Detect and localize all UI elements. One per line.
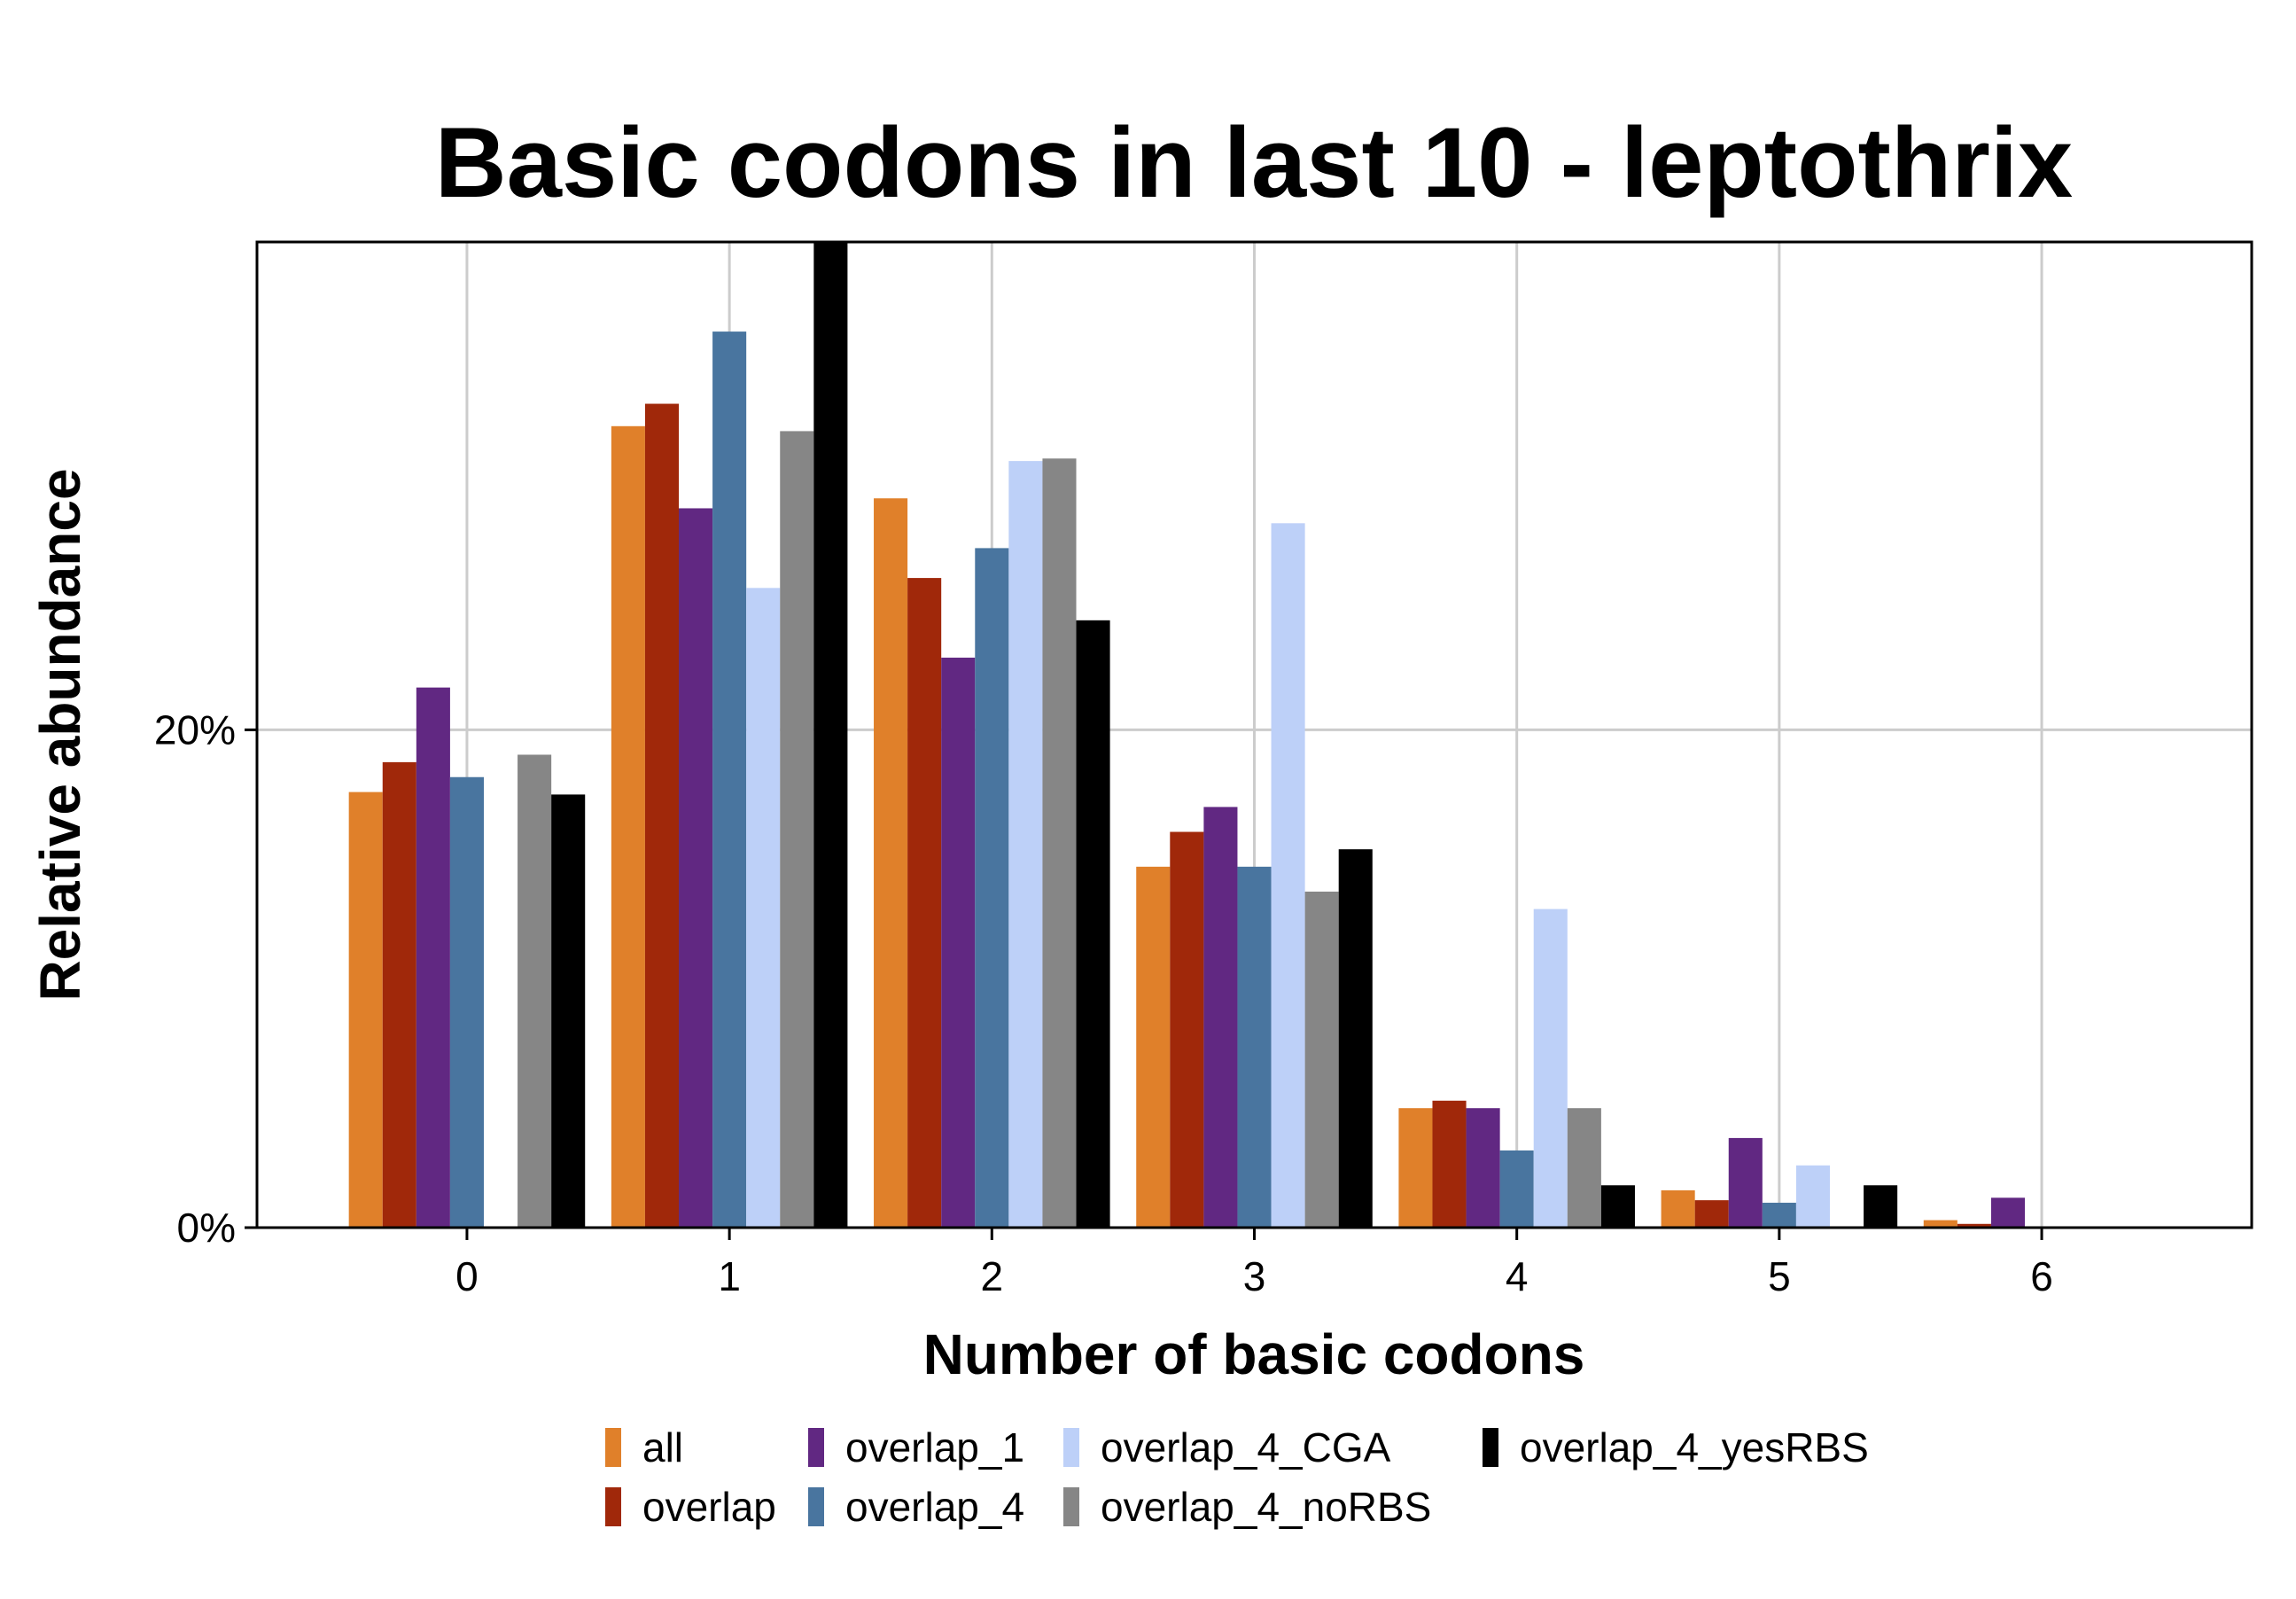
- legend: all overlap overlap_1 overlap_4 overlap_4_CG…: [605, 1424, 1869, 1530]
- legend-item-overlap_4: overlap_4: [808, 1484, 1024, 1530]
- bar-overlap-5: [1694, 1200, 1729, 1228]
- x-axis-label: Number of basic codons: [923, 1322, 1585, 1386]
- legend-item-overlap_4_noRBS: overlap_4_noRBS: [1063, 1484, 1431, 1530]
- bar-overlap_1-1: [679, 508, 713, 1228]
- bar-overlap_4-3: [1237, 866, 1272, 1228]
- x-tick-label-4: 4: [1506, 1253, 1529, 1299]
- legend-swatch-overlap_4_noRBS: [1063, 1487, 1079, 1526]
- bar-overlap_4_noRBS-1: [780, 431, 814, 1228]
- legend-item-overlap_4_yesRBS: overlap_4_yesRBS: [1483, 1424, 1869, 1470]
- bar-overlap_1-0: [416, 687, 450, 1228]
- bar-all-5: [1661, 1190, 1695, 1228]
- bar-overlap_4-1: [712, 332, 747, 1228]
- legend-label-overlap_1: overlap_1: [845, 1424, 1024, 1470]
- bar-overlap_1-5: [1728, 1137, 1763, 1228]
- legend-label-overlap_4_yesRBS: overlap_4_yesRBS: [1520, 1424, 1869, 1470]
- legend-label-overlap_4: overlap_4: [845, 1484, 1024, 1530]
- bar-overlap-1: [644, 403, 680, 1228]
- bar-overlap_4_CGA-5: [1795, 1165, 1830, 1228]
- bar-overlap_4_noRBS-0: [518, 754, 552, 1228]
- y-tick-label-20: 20%: [154, 706, 236, 753]
- legend-label-overlap: overlap: [642, 1484, 776, 1530]
- bar-overlap-3: [1170, 831, 1204, 1228]
- bar-overlap-4: [1432, 1100, 1467, 1228]
- legend-item-overlap_1: overlap_1: [808, 1424, 1024, 1470]
- bar-overlap_4_CGA-2: [1008, 461, 1043, 1228]
- legend-item-all: all: [605, 1424, 683, 1470]
- bar-all-2: [874, 498, 908, 1228]
- bar-overlap-0: [382, 761, 416, 1228]
- x-tick-label-3: 3: [1243, 1253, 1266, 1299]
- bar-overlap_4_yesRBS-1: [813, 242, 848, 1228]
- legend-label-overlap_4_noRBS: overlap_4_noRBS: [1101, 1484, 1431, 1530]
- legend-swatch-overlap_4: [808, 1487, 824, 1526]
- x-tick-label-0: 0: [455, 1253, 479, 1299]
- bar-overlap_4-0: [449, 776, 484, 1228]
- bar-overlap_4_CGA-1: [746, 588, 781, 1228]
- bar-overlap_4_yesRBS-0: [551, 794, 586, 1228]
- legend-label-all: all: [642, 1424, 683, 1470]
- legend-item-overlap_4_CGA: overlap_4_CGA: [1063, 1424, 1391, 1470]
- legend-item-overlap: overlap: [605, 1484, 776, 1530]
- legend-swatch-overlap_4_CGA: [1063, 1428, 1079, 1467]
- bar-overlap-6: [1957, 1223, 1991, 1228]
- y-axis-ticks: 0% 20%: [154, 706, 257, 1251]
- bar-overlap_4_yesRBS-5: [1864, 1185, 1898, 1228]
- y-axis-label: Relative abundance: [28, 468, 92, 1001]
- bar-all-1: [611, 425, 645, 1228]
- y-tick-label-0: 0%: [177, 1205, 236, 1251]
- bar-overlap_1-3: [1203, 807, 1238, 1228]
- bar-all-0: [348, 792, 383, 1228]
- x-tick-label-2: 2: [981, 1253, 1004, 1299]
- bar-overlap_4-2: [975, 548, 1009, 1228]
- x-tick-label-6: 6: [2030, 1253, 2053, 1299]
- x-tick-label-1: 1: [718, 1253, 741, 1299]
- bar-overlap_1-2: [941, 657, 976, 1228]
- bar-overlap_1-6: [1990, 1197, 2026, 1228]
- legend-swatch-overlap_4_yesRBS: [1483, 1428, 1498, 1467]
- bar-overlap_4_noRBS-4: [1567, 1108, 1601, 1228]
- bar-overlap_4_CGA-3: [1271, 523, 1305, 1228]
- bar-all-3: [1136, 866, 1171, 1228]
- legend-swatch-all: [605, 1428, 621, 1467]
- x-tick-label-5: 5: [1768, 1253, 1791, 1299]
- bar-overlap_4-5: [1762, 1202, 1796, 1228]
- bar-overlap_4_noRBS-3: [1304, 891, 1339, 1228]
- x-axis-ticks: 0 1 2 3 4 5 6: [455, 1228, 2053, 1299]
- bar-all-4: [1398, 1108, 1433, 1228]
- bar-overlap-2: [907, 578, 942, 1228]
- bar-overlap_4_noRBS-2: [1042, 458, 1077, 1228]
- legend-label-overlap_4_CGA: overlap_4_CGA: [1101, 1424, 1391, 1470]
- bar-overlap_4_CGA-4: [1533, 909, 1568, 1228]
- bar-all-6: [1923, 1220, 1957, 1228]
- legend-swatch-overlap_1: [808, 1428, 824, 1467]
- legend-swatch-overlap: [605, 1487, 621, 1526]
- bar-overlap_4-4: [1499, 1150, 1534, 1228]
- chart-title: Basic codons in last 10 - leptothrix: [435, 107, 2073, 218]
- bars: [348, 242, 2026, 1228]
- bar-overlap_4_yesRBS-3: [1338, 849, 1373, 1228]
- bar-overlap_4_yesRBS-2: [1076, 620, 1110, 1228]
- bar-overlap_4_yesRBS-4: [1600, 1185, 1635, 1228]
- bar-overlap_1-4: [1466, 1108, 1500, 1228]
